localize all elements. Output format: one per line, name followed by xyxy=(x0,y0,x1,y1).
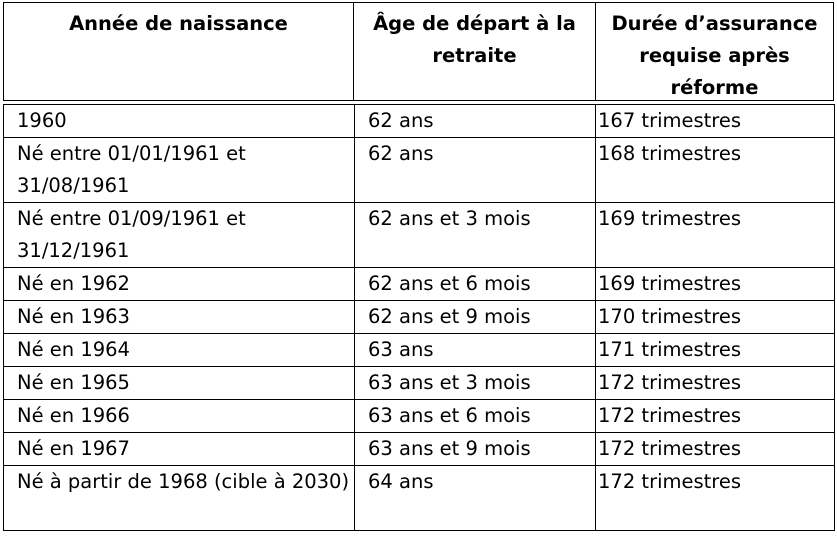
table-row: Né en 1964 63 ans 171 trimestres xyxy=(3,333,835,367)
birth-cell: Né entre 01/01/1961 et 31/08/1961 xyxy=(3,137,355,203)
header-line: retraite xyxy=(432,44,517,67)
table-row: Né à partir de 1968 (cible à 2030) 64 an… xyxy=(3,465,835,531)
birth-cell: Né en 1963 xyxy=(3,300,355,334)
age-cell: 63 ans et 3 mois xyxy=(354,366,596,400)
duration-cell: 172 trimestres xyxy=(595,465,835,531)
table-header: Année de naissance Âge de départ à la re… xyxy=(3,2,834,101)
duration-cell: 171 trimestres xyxy=(595,333,835,367)
birth-cell: Né en 1962 xyxy=(3,267,355,301)
header-line: réforme xyxy=(670,76,759,99)
header-insurance-duration: Durée d’assurance requise après réforme xyxy=(596,8,833,104)
header-line: Année de naissance xyxy=(69,12,288,35)
duration-cell: 172 trimestres xyxy=(595,399,835,433)
table-row: Né en 1966 63 ans et 6 mois 172 trimestr… xyxy=(3,399,835,433)
duration-cell: 172 trimestres xyxy=(595,432,835,466)
age-cell: 63 ans et 6 mois xyxy=(354,399,596,433)
birth-cell: Né à partir de 1968 (cible à 2030) xyxy=(3,465,355,531)
header-divider xyxy=(353,3,354,100)
birth-cell: Né en 1966 xyxy=(3,399,355,433)
header-departure-age: Âge de départ à la retraite xyxy=(354,8,595,72)
header-divider xyxy=(595,3,596,100)
age-cell: 62 ans xyxy=(354,137,596,203)
duration-cell: 170 trimestres xyxy=(595,300,835,334)
header-line: requise après xyxy=(639,44,790,67)
retirement-data-table: 1960 62 ans 167 trimestres Né entre 01/0… xyxy=(3,104,835,531)
table-row: Né entre 01/09/1961 et 31/12/1961 62 ans… xyxy=(3,202,835,268)
table-row: Né en 1963 62 ans et 9 mois 170 trimestr… xyxy=(3,300,835,334)
header-line: Âge de départ à la xyxy=(373,12,576,35)
table-row: Né entre 01/01/1961 et 31/08/1961 62 ans… xyxy=(3,137,835,203)
birth-cell: Né entre 01/09/1961 et 31/12/1961 xyxy=(3,202,355,268)
duration-cell: 169 trimestres xyxy=(595,267,835,301)
age-cell: 63 ans xyxy=(354,333,596,367)
header-birth-year: Année de naissance xyxy=(4,8,353,40)
table-row: Né en 1967 63 ans et 9 mois 172 trimestr… xyxy=(3,432,835,466)
duration-cell: 172 trimestres xyxy=(595,366,835,400)
age-cell: 62 ans xyxy=(354,104,596,138)
age-cell: 63 ans et 9 mois xyxy=(354,432,596,466)
birth-cell: Né en 1964 xyxy=(3,333,355,367)
duration-cell: 168 trimestres xyxy=(595,137,835,203)
age-cell: 62 ans et 9 mois xyxy=(354,300,596,334)
birth-cell: 1960 xyxy=(3,104,355,138)
table-row: Né en 1962 62 ans et 6 mois 169 trimestr… xyxy=(3,267,835,301)
table-row: Né en 1965 63 ans et 3 mois 172 trimestr… xyxy=(3,366,835,400)
header-line: Durée d’assurance xyxy=(611,12,818,35)
age-cell: 62 ans et 6 mois xyxy=(354,267,596,301)
age-cell: 62 ans et 3 mois xyxy=(354,202,596,268)
birth-cell: Né en 1965 xyxy=(3,366,355,400)
duration-cell: 167 trimestres xyxy=(595,104,835,138)
birth-cell: Né en 1967 xyxy=(3,432,355,466)
duration-cell: 169 trimestres xyxy=(595,202,835,268)
table-row: 1960 62 ans 167 trimestres xyxy=(3,104,835,138)
age-cell: 64 ans xyxy=(354,465,596,531)
